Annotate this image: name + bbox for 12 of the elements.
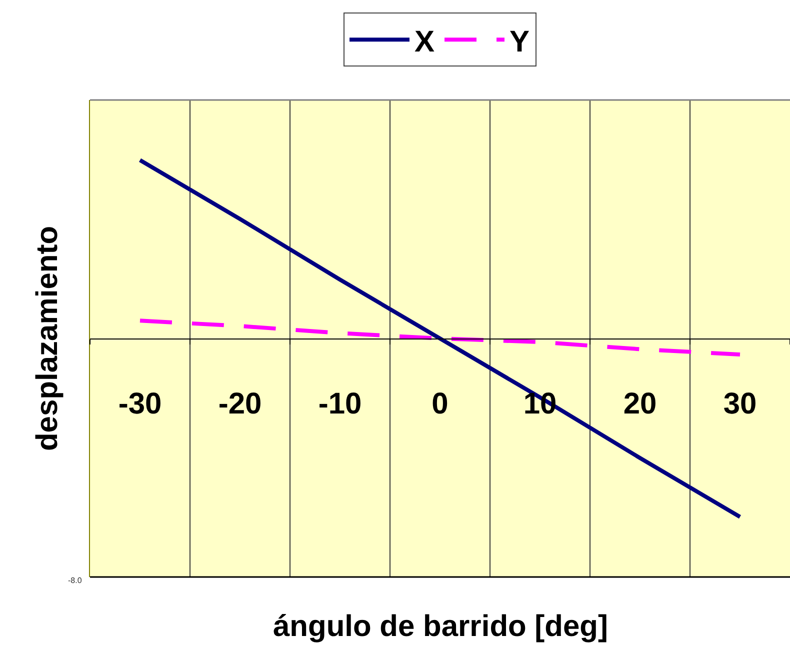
x-axis-title: ángulo de barrido [deg]	[273, 610, 608, 643]
text: -8.0	[68, 576, 82, 585]
legend-label: Y	[510, 25, 530, 58]
legend-label: X	[414, 25, 435, 58]
x-tick-label: 0	[432, 388, 448, 420]
x-tick-label: -30	[118, 388, 162, 420]
x-tick-label: 30	[723, 388, 757, 420]
x-tick-label: 20	[623, 388, 657, 420]
y-axis-title: desplazamiento	[31, 226, 64, 452]
x-tick-label: -10	[318, 388, 362, 420]
x-tick-label: 10	[523, 388, 557, 420]
x-tick-label: -20	[218, 388, 262, 420]
